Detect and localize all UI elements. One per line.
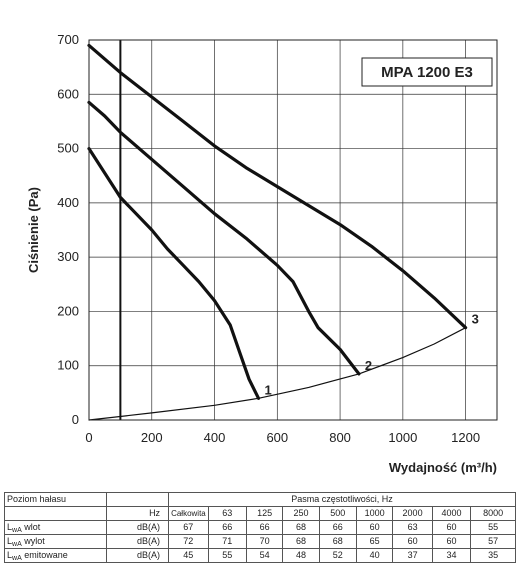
table-cell: 55 (470, 520, 516, 535)
row-label-rest: emitowane (21, 550, 68, 560)
table-cell: 60 (392, 534, 433, 549)
table-cell: 34 (431, 548, 472, 563)
x-tick-label: 0 (85, 430, 92, 445)
row-label-rest: wlot (21, 522, 41, 532)
y-axis-title: Ciśnienie (Pa) (26, 187, 41, 273)
x-tick-label: 1000 (388, 430, 417, 445)
x-tick-label: 400 (204, 430, 226, 445)
noise-table-title: Poziom hałasu (4, 492, 107, 507)
fan-performance-chart: 1 2 3 0 100 200 300 400 500 600 700 0 200 400 600 800 1… (26, 32, 498, 475)
column-header: 2000 (392, 506, 433, 521)
fan-curve-3 (87, 43, 468, 330)
y-tick-label: 500 (57, 141, 79, 156)
table-cell: 70 (245, 534, 284, 549)
bands-header: Pasma częstotliwości, Hz (168, 492, 516, 507)
table-row: LwA wlot dB(A) 67 66 66 68 66 60 63 60 55 (4, 520, 516, 535)
fan-curve-1 (87, 147, 261, 400)
row-label-main: L (7, 522, 13, 532)
chart-title: MPA 1200 E3 (381, 64, 473, 81)
x-tick-label: 800 (329, 430, 351, 445)
x-tick-label: 600 (266, 430, 288, 445)
system-curve (88, 327, 467, 421)
column-header: 500 (318, 506, 358, 521)
x-tick-label: 1200 (451, 430, 480, 445)
chart-title-box (361, 57, 493, 87)
table-cell: 45 (168, 548, 209, 563)
table-cell: 54 (245, 548, 284, 563)
table-cell: 66 (318, 520, 358, 535)
y-tick-label: 700 (57, 32, 79, 47)
row-label: LwA wylot (4, 534, 107, 549)
row-label-sub: wA (12, 541, 22, 548)
y-tick-label: 100 (57, 358, 79, 373)
table-cell: 65 (355, 534, 394, 549)
columns-blank-cell (4, 506, 107, 521)
table-cell: 35 (470, 548, 516, 563)
column-header: Całkowita (168, 506, 209, 521)
row-label-main: L (7, 550, 13, 560)
table-cell: 66 (207, 520, 247, 535)
y-tick-label: 0 (72, 412, 79, 427)
column-header: 8000 (470, 506, 516, 521)
table-cell: 55 (207, 548, 247, 563)
y-tick-label: 400 (57, 195, 79, 210)
row-label: LwA wlot (4, 520, 107, 535)
column-header: 1000 (355, 506, 394, 521)
x-tick-label: 200 (141, 430, 163, 445)
table-cell: 60 (355, 520, 394, 535)
row-unit: dB(A) (105, 534, 170, 549)
table-cell: 68 (318, 534, 358, 549)
row-label-sub: wA (12, 527, 22, 534)
curve-label-1: 1 (264, 382, 271, 397)
column-header: 125 (245, 506, 284, 521)
y-tick-label: 600 (57, 86, 79, 101)
curve-label-3: 3 (472, 312, 479, 327)
y-tick-label: 200 (57, 303, 79, 318)
curve-label-2: 2 (365, 358, 372, 373)
table-cell: 60 (431, 534, 472, 549)
row-label: LwA emitowane (4, 548, 107, 563)
y-tick-label: 300 (57, 249, 79, 264)
table-cell: 40 (355, 548, 394, 563)
table-cell: 66 (245, 520, 284, 535)
table-cell: 63 (392, 520, 433, 535)
x-axis-title: Wydajność (m³/h) (389, 460, 497, 475)
hz-label: Hz (105, 506, 170, 521)
fan-curve-2 (87, 100, 361, 376)
table-cell: 67 (168, 520, 209, 535)
column-header: 63 (207, 506, 247, 521)
table-cell: 37 (392, 548, 433, 563)
table-cell: 68 (282, 534, 320, 549)
tick-labels: 0 100 200 300 400 500 600 700 0 200 400 600 800 1000 1… (57, 32, 480, 445)
grid-lines (89, 40, 497, 420)
table-row: LwA emitowane dB(A) 45 55 54 48 52 40 37 34 35 (4, 548, 516, 563)
column-header: 4000 (431, 506, 472, 521)
table-cell: 60 (431, 520, 472, 535)
column-header: 250 (282, 506, 320, 521)
row-label-rest: wylot (21, 536, 45, 546)
row-unit: dB(A) (105, 548, 170, 563)
plot-frame (88, 39, 498, 421)
row-label-sub: wA (12, 555, 22, 562)
table-cell: 48 (282, 548, 320, 563)
noise-level-table: Poziom hałasu Pasma częstotliwości, Hz H… (4, 492, 516, 563)
table-cell: 52 (318, 548, 358, 563)
table-cell: 68 (282, 520, 320, 535)
header-blank-cell (105, 492, 170, 507)
table-row: LwA wylot dB(A) 72 71 70 68 68 65 60 60 57 (4, 534, 516, 549)
row-unit: dB(A) (105, 520, 170, 535)
table-header-row: Poziom hałasu Pasma częstotliwości, Hz (4, 492, 516, 507)
table-columns-row: Hz Całkowita 63 125 250 500 1000 2000 4000 8000 (4, 506, 516, 521)
series-group: 1 2 3 (87, 43, 479, 421)
row-label-main: L (7, 536, 13, 546)
table-cell: 72 (168, 534, 209, 549)
table-cell: 71 (207, 534, 247, 549)
table-cell: 57 (470, 534, 516, 549)
